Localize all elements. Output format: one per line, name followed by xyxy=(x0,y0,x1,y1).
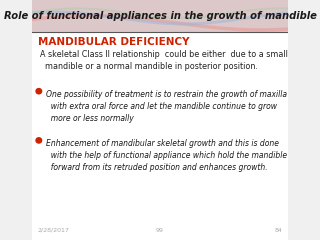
Text: A skeletal Class II relationship  could be either  due to a small
  mandible or : A skeletal Class II relationship could b… xyxy=(40,50,288,71)
Text: 2/28/2017: 2/28/2017 xyxy=(37,228,69,233)
Text: 84: 84 xyxy=(275,228,283,233)
FancyBboxPatch shape xyxy=(32,0,288,32)
Text: One possibility of treatment is to restrain the growth of maxilla
  with extra o: One possibility of treatment is to restr… xyxy=(46,90,287,123)
Text: Role of functional appliances in the growth of mandible: Role of functional appliances in the gro… xyxy=(4,11,316,21)
Text: 99: 99 xyxy=(156,228,164,233)
Circle shape xyxy=(36,89,42,94)
Text: Enhancement of mandibular skeletal growth and this is done
  with the help of fu: Enhancement of mandibular skeletal growt… xyxy=(46,139,288,172)
Circle shape xyxy=(36,138,42,143)
FancyBboxPatch shape xyxy=(32,32,288,240)
Text: MANDIBULAR DEFICIENCY: MANDIBULAR DEFICIENCY xyxy=(37,37,189,47)
